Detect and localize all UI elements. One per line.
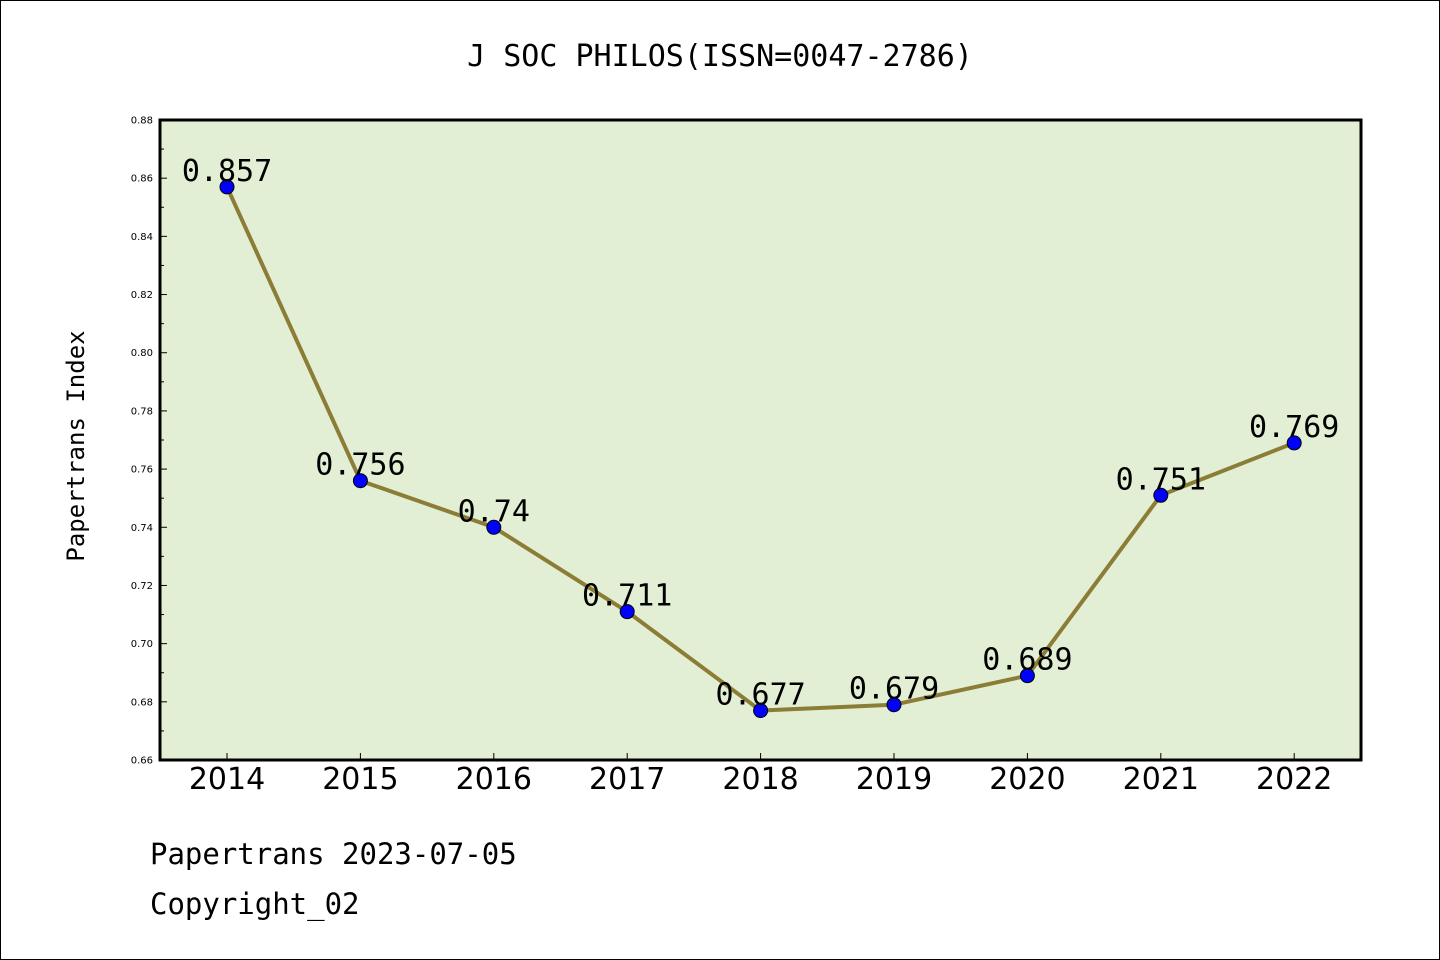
data-label: 0.857: [182, 154, 272, 189]
data-label: 0.677: [715, 678, 805, 713]
y-tick-label: 0.72: [131, 581, 153, 592]
y-tick-label: 0.68: [131, 697, 153, 708]
data-label: 0.679: [849, 672, 939, 707]
x-tick-label: 2021: [1123, 762, 1199, 797]
x-tick-label: 2017: [589, 762, 665, 797]
y-tick-label: 0.66: [131, 756, 153, 767]
data-label: 0.769: [1249, 410, 1339, 445]
data-label: 0.756: [315, 448, 405, 483]
x-tick-label: 2015: [322, 762, 398, 797]
data-point: [1153, 487, 1169, 503]
y-axis-label: Papertrans Index: [62, 330, 90, 561]
x-tick-label: 2016: [456, 762, 532, 797]
y-tick-label: 0.74: [131, 523, 153, 534]
y-tick-label: 0.76: [131, 465, 153, 476]
data-point: [1019, 668, 1035, 684]
data-point: [352, 473, 368, 489]
y-tick-label: 0.82: [131, 290, 153, 301]
y-tick-label: 0.88: [131, 116, 153, 127]
y-tick-label: 0.80: [131, 348, 153, 359]
y-axis-ticks: 0.66 0.68 0.70 0.72 0.74 0.76 0.78 0.80 0.82 0.84…: [131, 116, 167, 767]
data-point: [1286, 435, 1302, 451]
x-tick-label: 2019: [856, 762, 932, 797]
data-label: 0.74: [458, 494, 530, 529]
data-point: [886, 697, 902, 713]
data-point: [486, 519, 502, 535]
x-tick-label: 2020: [989, 762, 1065, 797]
data-label: 0.689: [982, 643, 1072, 678]
data-point: [753, 703, 769, 719]
x-axis-ticks: 2014 2015 2016 2017 2018 2019 2020 2021 2022: [189, 753, 1332, 797]
chart-title: J SOC PHILOS(ISSN=0047-2786): [467, 39, 973, 74]
footer-date: Papertrans 2023-07-05: [150, 837, 517, 871]
data-label: 0.751: [1116, 462, 1206, 497]
data-labels-group: 0.857 0.756 0.74 0.711 0.677 0.679 0.689 0.751 0…: [182, 154, 1340, 713]
data-point: [219, 179, 235, 195]
x-tick-label: 2018: [722, 762, 798, 797]
x-tick-label: 2022: [1256, 762, 1332, 797]
x-tick-label: 2014: [189, 762, 265, 797]
y-tick-label: 0.78: [131, 406, 153, 417]
data-label: 0.711: [582, 579, 672, 614]
series-group: [219, 179, 1302, 719]
plot-area: [158, 118, 1363, 762]
data-point: [619, 604, 635, 620]
y-tick-label: 0.70: [131, 639, 153, 650]
y-tick-label: 0.86: [131, 174, 153, 185]
footer-copyright: Copyright_02: [150, 887, 360, 922]
y-tick-label: 0.84: [131, 232, 153, 243]
